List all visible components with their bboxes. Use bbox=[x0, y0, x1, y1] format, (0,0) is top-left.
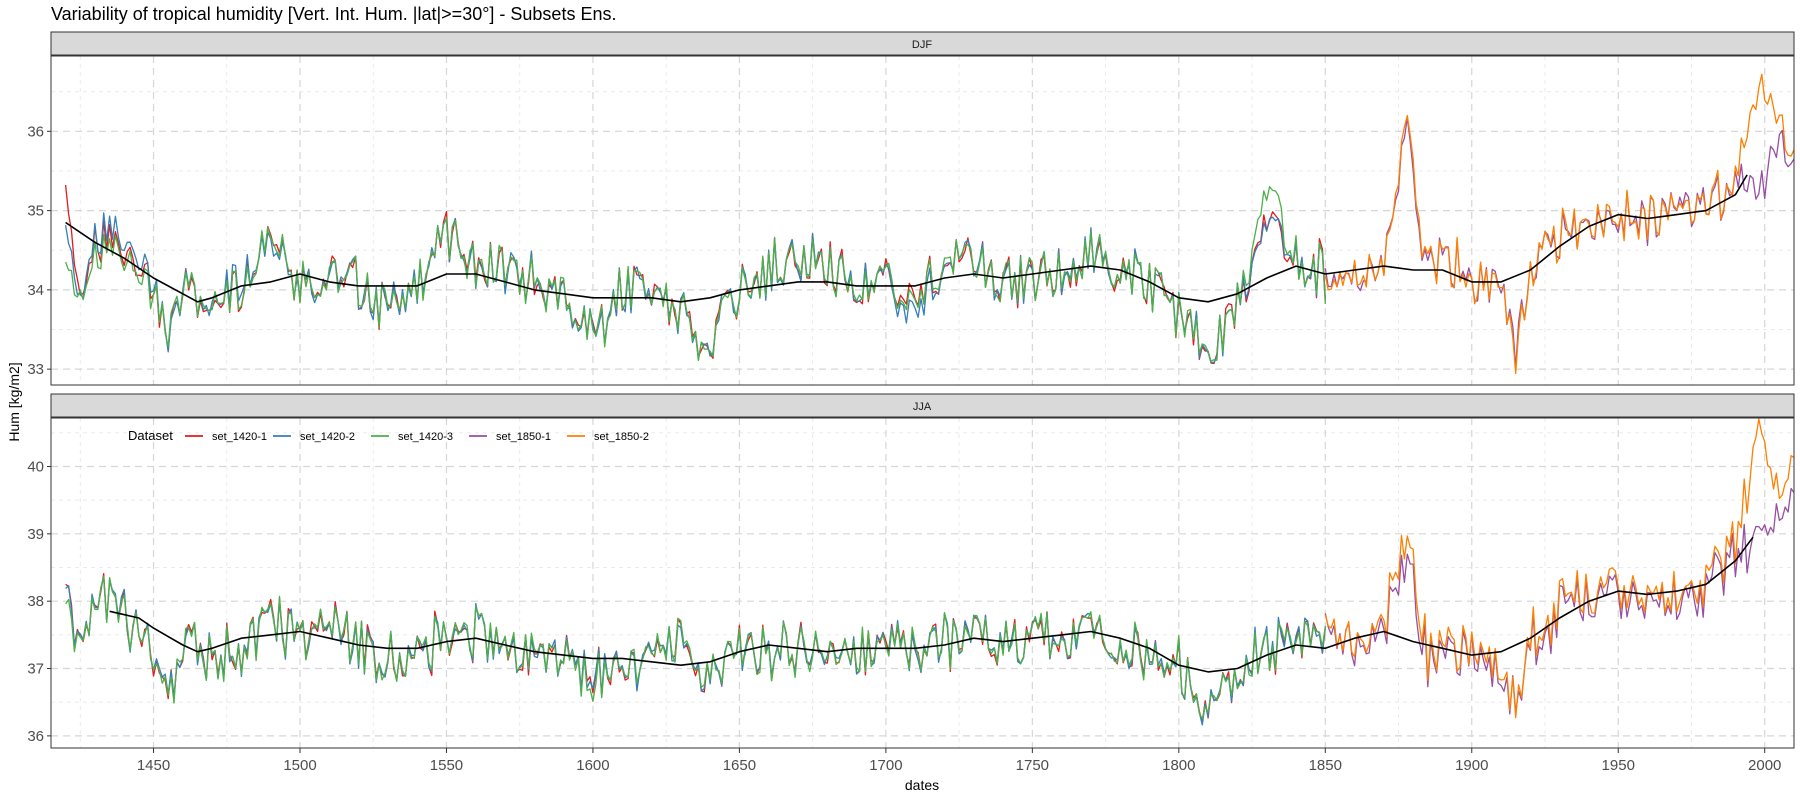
x-tick-label: 1550 bbox=[430, 757, 463, 774]
smooth-line-jja bbox=[109, 536, 1754, 673]
x-tick-label: 1950 bbox=[1602, 757, 1635, 774]
panel-border-djf bbox=[50, 55, 1795, 386]
y-tick-label-djf: 35 bbox=[27, 203, 44, 220]
x-tick-label: 1800 bbox=[1162, 757, 1195, 774]
legend-label-set_1850-1: set_1850-1 bbox=[496, 431, 551, 443]
grid-djf bbox=[51, 56, 1794, 385]
x-tick-label: 1750 bbox=[1016, 757, 1049, 774]
grid-jja bbox=[51, 418, 1794, 748]
y-axis-title: Hum [kg/m2] bbox=[6, 362, 22, 441]
x-tick-label: 1600 bbox=[576, 757, 609, 774]
legend-label-set_1850-2: set_1850-2 bbox=[594, 431, 649, 443]
series-line-set_1850-1-djf bbox=[1324, 117, 1795, 369]
series-line-set_1420-3-djf bbox=[64, 185, 1326, 362]
panel-jja: JJA 36 37 38 39 40 bbox=[27, 393, 1795, 749]
series-layer-djf bbox=[64, 73, 1795, 375]
plot-area-jja bbox=[51, 418, 1794, 748]
y-tick-label-djf: 36 bbox=[27, 123, 44, 140]
y-axis-jja: 36 37 38 39 40 bbox=[27, 458, 51, 745]
y-tick-label-djf: 34 bbox=[27, 282, 44, 299]
smooth-line-djf bbox=[65, 174, 1748, 303]
y-tick-label-jja: 39 bbox=[27, 526, 44, 543]
x-tick-label: 1850 bbox=[1309, 757, 1342, 774]
x-tick-label: 1450 bbox=[137, 757, 170, 774]
x-axis-title: dates bbox=[905, 777, 939, 793]
legend: Dataset set_1420-1 set_1420-2 set_1420-3 se… bbox=[128, 428, 649, 443]
x-tick-label: 1900 bbox=[1455, 757, 1488, 774]
strip-label-jja: JJA bbox=[913, 401, 932, 413]
x-tick-label: 1500 bbox=[283, 757, 316, 774]
legend-label-set_1420-2: set_1420-2 bbox=[300, 431, 355, 443]
panel-djf: DJF 33 34 35 36 bbox=[27, 31, 1795, 386]
y-tick-label-jja: 36 bbox=[27, 728, 44, 745]
legend-label-set_1420-3: set_1420-3 bbox=[398, 431, 453, 443]
smooth-layer-jja bbox=[109, 536, 1754, 673]
strip-label-djf: DJF bbox=[912, 39, 932, 51]
legend-title: Dataset bbox=[128, 428, 173, 443]
smooth-layer-djf bbox=[65, 174, 1748, 303]
series-line-set_1420-3-jja bbox=[65, 575, 1326, 720]
x-axis: 1450 1500 1550 1600 1650 1700 1750 1800 1850 1900… bbox=[137, 748, 1781, 774]
strip-jja bbox=[50, 393, 1795, 418]
y-tick-label-jja: 37 bbox=[27, 661, 44, 678]
x-tick-label: 1700 bbox=[869, 757, 902, 774]
y-tick-label-djf: 33 bbox=[27, 361, 44, 378]
y-axis-djf: 33 34 35 36 bbox=[27, 123, 51, 378]
chart-title: Variability of tropical humidity [Vert. … bbox=[51, 4, 616, 24]
panel-border-jja bbox=[50, 417, 1795, 749]
legend-label-set_1420-1: set_1420-1 bbox=[212, 431, 267, 443]
series-line-set_1850-2-djf bbox=[1324, 73, 1795, 375]
x-tick-label: 2000 bbox=[1748, 757, 1781, 774]
strip-djf bbox=[50, 31, 1795, 56]
y-tick-label-jja: 38 bbox=[27, 593, 44, 610]
y-tick-label-jja: 40 bbox=[27, 458, 44, 475]
plot-area-djf bbox=[51, 56, 1794, 385]
series-line-set_1850-2-jja bbox=[1324, 418, 1795, 719]
x-tick-label: 1650 bbox=[723, 757, 756, 774]
